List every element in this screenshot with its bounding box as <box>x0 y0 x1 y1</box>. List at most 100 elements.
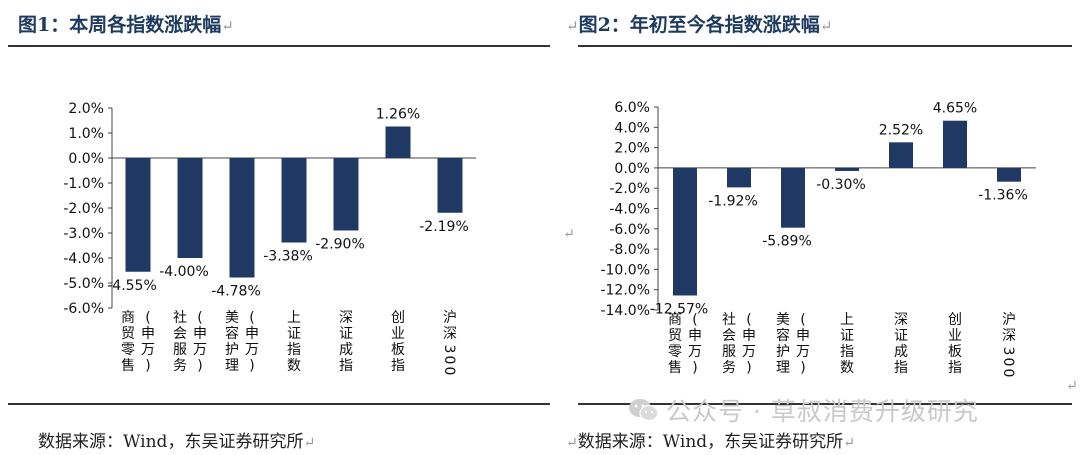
y-tick-label: -5.0% <box>63 276 104 292</box>
x-tick-char: 数 <box>840 360 854 376</box>
x-tick-char: 申 <box>688 328 702 344</box>
y-tick-label: -10.0% <box>600 262 650 278</box>
x-tick-char: 护 <box>776 344 790 360</box>
x-tick-char: ) <box>800 360 805 376</box>
x-tick-char: 服 <box>722 344 736 360</box>
x-tick-char: ) <box>197 358 202 374</box>
x-tick-char: 申 <box>796 328 810 344</box>
y-tick-label: 4.0% <box>614 120 650 136</box>
x-tick-char: 沪 <box>443 310 457 326</box>
return-mark: ↵ <box>303 435 316 451</box>
wechat-icon <box>628 397 660 429</box>
x-tick-char: 申 <box>193 326 207 342</box>
bar <box>943 120 967 168</box>
x-tick-char: 申 <box>742 328 756 344</box>
data-label: -2.90% <box>315 237 365 253</box>
x-tick-char: 美 <box>776 312 790 328</box>
data-label: -1.36% <box>978 188 1028 204</box>
x-tick-char: 深 <box>339 310 353 326</box>
x-tick-char: 数 <box>287 358 301 374</box>
x-tick-char: 务 <box>173 358 187 374</box>
x-tick-label: 沪深 3 0 0 <box>441 310 457 375</box>
bar <box>333 158 359 231</box>
x-tick-char: 深 <box>443 326 457 342</box>
x-tick-char: ( <box>145 310 150 326</box>
x-tick-char: 3 <box>1000 347 1016 356</box>
x-tick-char: 深 <box>1002 328 1016 344</box>
x-tick-char: 美 <box>225 310 239 326</box>
x-tick-char: 业 <box>948 328 962 344</box>
x-tick-char: ( <box>197 310 202 326</box>
bar <box>997 167 1021 182</box>
y-tick-label: 6.0% <box>614 100 650 116</box>
x-tick-char: 0 <box>1000 369 1016 378</box>
x-tick-char: 成 <box>339 342 353 358</box>
figure-2-source: ↵数据来源：Wind，东吴证券研究所↵ <box>566 432 855 452</box>
data-label: 4.65% <box>933 101 977 117</box>
x-tick-char: 容 <box>225 325 239 342</box>
x-tick-char: 零 <box>121 342 135 358</box>
x-tick-char: 0 <box>441 356 457 365</box>
figure-2-top-rule <box>578 45 1072 47</box>
x-tick-char: 务 <box>722 360 736 376</box>
x-tick-char: 板 <box>948 344 962 360</box>
x-tick-char: ) <box>692 360 697 376</box>
return-mark: ↵ <box>563 226 575 242</box>
x-tick-char: 万 <box>141 342 155 358</box>
y-tick-label: -2.0% <box>63 201 104 217</box>
x-tick-char: ( <box>800 312 805 328</box>
x-tick-char: 护 <box>225 342 239 358</box>
data-label: -1.92% <box>708 193 758 209</box>
y-tick-label: -1.0% <box>63 176 104 192</box>
x-tick-char: 贸 <box>121 326 135 342</box>
data-label: -12.57% <box>650 301 708 317</box>
x-tick-char: 万 <box>796 344 810 360</box>
bar <box>727 167 751 188</box>
y-tick-label: -12.0% <box>600 283 650 299</box>
x-tick-char: 零 <box>668 344 682 360</box>
y-tick-label: -2.0% <box>609 181 650 197</box>
x-tick-char: 会 <box>173 326 187 342</box>
data-label: -4.55% <box>107 278 157 294</box>
return-mark: ↵ <box>819 17 833 35</box>
x-tick-char: 会 <box>722 328 736 344</box>
figure-1-title: 图1：本周各指数涨跌幅↵ <box>18 14 234 36</box>
x-tick-char: 售 <box>121 358 135 374</box>
x-tick-char: 万 <box>193 342 207 358</box>
x-tick-char: 证 <box>840 328 854 344</box>
x-tick-char: 板 <box>391 342 405 358</box>
x-tick-char: 万 <box>742 344 756 360</box>
return-mark: ↵ <box>566 17 579 35</box>
data-label: -3.38% <box>263 249 313 265</box>
figure-1-source: 数据来源：Wind，东吴证券研究所↵ <box>38 432 316 452</box>
x-tick-char: 万 <box>688 344 702 360</box>
x-tick-char: ( <box>249 310 254 326</box>
y-tick-label: -3.0% <box>63 226 104 242</box>
x-tick-char: 创 <box>391 310 405 326</box>
bar <box>125 158 151 272</box>
x-tick-char: 沪 <box>1002 312 1016 328</box>
x-tick-char: 指 <box>894 360 908 376</box>
x-tick-label: 沪深 3 0 0 <box>1000 312 1016 377</box>
x-tick-char: 理 <box>776 360 790 376</box>
x-tick-char: 上 <box>840 312 854 328</box>
y-tick-label: -4.0% <box>609 202 650 218</box>
bar <box>385 126 411 158</box>
y-tick-label: -14.0% <box>600 303 650 319</box>
bar <box>281 158 307 243</box>
x-tick-char: 指 <box>287 342 301 358</box>
x-tick-char: 指 <box>339 358 353 374</box>
data-label: -5.89% <box>762 234 812 250</box>
x-tick-char: 深 <box>894 312 908 328</box>
y-tick-label: 1.0% <box>68 126 104 142</box>
